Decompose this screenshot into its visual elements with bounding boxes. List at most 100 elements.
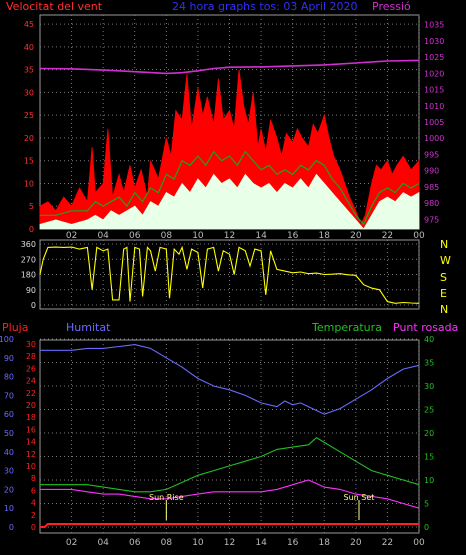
pressure-y-tick-label: 1025 <box>424 53 444 62</box>
pressure-y-tick-label: 1010 <box>424 102 444 111</box>
wind-direction-line <box>39 245 420 304</box>
temperature-y-tick-label: 35 <box>424 359 434 368</box>
direction-y-tick-label: 180 <box>21 271 36 280</box>
rain-y-tick-label: 2 <box>31 511 36 520</box>
rain-y-tick-label: 18 <box>26 413 36 422</box>
wind-x-tick-label: 22 <box>382 231 393 241</box>
humidity-label: Humitat <box>66 321 111 334</box>
rain-y-tick-label: 26 <box>26 364 36 373</box>
wind-x-tick-label: 18 <box>319 231 331 241</box>
rain-y-tick-label: 10 <box>26 462 36 471</box>
sun-annotation-label: Sun Rise <box>149 493 184 502</box>
wind-x-tick-label: 10 <box>192 231 204 241</box>
wind-x-tick-label: 08 <box>161 231 173 241</box>
climate-x-tick-label: 22 <box>382 538 393 548</box>
temperature-y-tick-label: 20 <box>424 429 434 438</box>
wind-y-tick-label: 20 <box>24 134 34 143</box>
wind-y-tick-label: 0 <box>29 225 34 234</box>
wind-y-tick-label: 45 <box>24 20 34 29</box>
wind-x-tick-label: 14 <box>255 231 267 241</box>
pressure-y-tick-label: 1020 <box>424 69 444 78</box>
wind-speed-label: Velocitat del vent <box>6 0 103 13</box>
direction-y-tick-label: 270 <box>21 255 36 264</box>
pressure-y-tick-label: 980 <box>424 199 439 208</box>
pressure-y-tick-label: 1035 <box>424 21 444 30</box>
wind-y-tick-label: 5 <box>29 202 34 211</box>
climate-x-tick-label: 06 <box>129 538 141 548</box>
humidity-y-tick-label: 90 <box>4 354 14 363</box>
humidity-y-tick-label: 0 <box>9 523 14 532</box>
direction-y-tick-label: 360 <box>21 240 36 249</box>
humidity-y-tick-label: 20 <box>4 485 14 494</box>
wind-average-line <box>40 150 420 226</box>
temperature-y-tick-label: 40 <box>424 335 434 344</box>
wind-y-tick-label: 15 <box>24 157 34 166</box>
humidity-y-tick-label: 80 <box>4 373 14 382</box>
temperature-line <box>40 437 420 493</box>
climate-x-tick-label: 00 <box>413 538 425 548</box>
pressure-y-tick-label: 1000 <box>424 134 444 143</box>
wind-x-tick-label: 02 <box>66 231 77 241</box>
climate-x-tick-label: 08 <box>161 538 173 548</box>
wind-x-tick-label: 04 <box>97 231 109 241</box>
pressure-y-tick-label: 1030 <box>424 37 444 46</box>
rain-line <box>40 523 419 528</box>
rain-y-tick-label: 30 <box>26 340 36 349</box>
wind-x-tick-label: 20 <box>350 231 362 241</box>
wind-y-tick-label: 30 <box>24 88 34 97</box>
temperature-label: Temperatura <box>311 321 382 334</box>
rain-y-tick-label: 20 <box>26 401 36 410</box>
sun-annotation-label: Sun Set <box>344 493 375 502</box>
pressure-label: Pressió <box>372 0 411 13</box>
humidity-line <box>40 344 420 415</box>
wind-y-tick-label: 10 <box>24 179 34 188</box>
climate-x-tick-label: 14 <box>255 538 267 548</box>
temperature-y-tick-label: 25 <box>424 406 434 415</box>
wind-x-tick-label: 12 <box>224 231 235 241</box>
rain-y-tick-label: 14 <box>26 438 36 447</box>
pressure-y-tick-label: 985 <box>424 183 439 192</box>
rain-y-tick-label: 0 <box>31 523 36 532</box>
humidity-y-tick-label: 100 <box>0 335 14 344</box>
rain-y-tick-label: 4 <box>31 499 36 508</box>
rain-y-tick-label: 24 <box>26 377 36 386</box>
pressure-y-tick-label: 995 <box>424 150 439 159</box>
pressure-y-tick-label: 1015 <box>424 86 444 95</box>
wind-x-tick-label: 06 <box>129 231 141 241</box>
temperature-y-tick-label: 15 <box>424 453 434 462</box>
dir-label-s: S <box>440 271 447 284</box>
climate-x-tick-label: 04 <box>97 538 109 548</box>
dewpoint-label: Punt rosada <box>393 321 458 334</box>
climate-x-tick-label: 10 <box>192 538 204 548</box>
humidity-y-tick-label: 40 <box>4 448 14 457</box>
wind-y-tick-label: 35 <box>24 66 34 75</box>
pressure-y-tick-label: 990 <box>424 167 439 176</box>
wind-minimum-area <box>39 173 420 230</box>
humidity-y-tick-label: 60 <box>4 410 14 419</box>
wind-y-tick-label: 25 <box>24 111 34 120</box>
humidity-y-tick-label: 70 <box>4 391 14 400</box>
humidity-y-tick-label: 10 <box>4 504 14 513</box>
rain-y-tick-label: 8 <box>31 474 36 483</box>
pressure-line <box>39 59 420 75</box>
chart-title: 24 hora graphs tos: 03 April 2020 <box>172 0 358 13</box>
rain-label: Pluja <box>2 321 28 334</box>
wind-x-tick-label: 00 <box>413 231 425 241</box>
temperature-y-tick-label: 0 <box>424 523 429 532</box>
rain-y-tick-label: 28 <box>26 352 36 361</box>
rain-y-tick-label: 12 <box>26 450 36 459</box>
temperature-y-tick-label: 30 <box>424 382 434 391</box>
pressure-y-tick-label: 975 <box>424 215 439 224</box>
dewpoint-line <box>40 479 420 509</box>
climate-x-tick-label: 20 <box>350 538 362 548</box>
humidity-y-tick-label: 50 <box>4 429 14 438</box>
wind-x-tick-label: 16 <box>287 231 299 241</box>
pressure-y-tick-label: 1005 <box>424 118 444 127</box>
dir-label-w: W <box>440 254 451 267</box>
dir-label-n-bottom: N <box>440 303 448 316</box>
rain-y-tick-label: 22 <box>26 389 36 398</box>
temperature-y-tick-label: 5 <box>424 500 429 509</box>
direction-y-tick-label: 0 <box>31 301 36 310</box>
rain-y-tick-label: 6 <box>31 486 36 495</box>
